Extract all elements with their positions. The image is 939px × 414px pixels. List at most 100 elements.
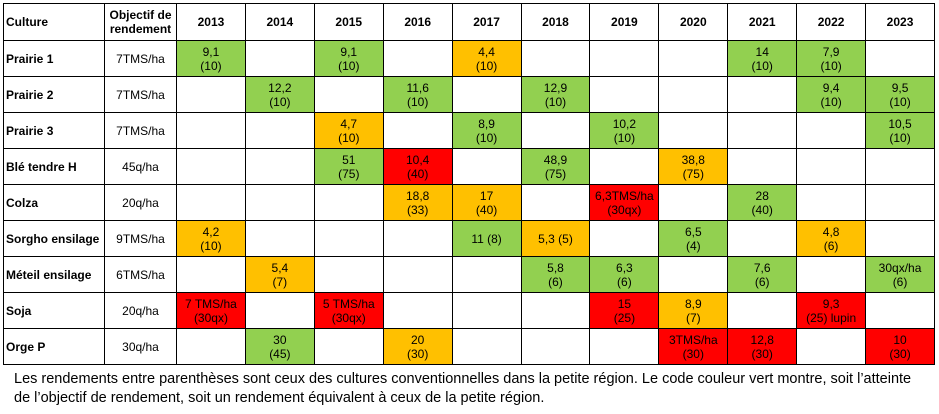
yield-cell xyxy=(313,76,384,113)
yield-text: 12,8 xyxy=(750,332,774,347)
yield-cell: 11,6 (10) xyxy=(382,76,453,113)
yield-text: 9,1 xyxy=(202,44,220,59)
yield-text: 7 TMS/ha xyxy=(185,296,237,311)
yield-text: (30) xyxy=(407,346,429,361)
yield-cell xyxy=(865,148,935,185)
objective-cell: 7TMS/ha xyxy=(104,40,177,77)
yield-cell: 30qx/ha (6) xyxy=(865,256,935,293)
row: Colza 20q/ha 18,8 (33) 17 (40) 6,3TMS/ha (30qx)… xyxy=(3,184,935,221)
yield-text: (6) xyxy=(754,274,770,289)
yield-cell: 28 (40) xyxy=(727,184,798,221)
yield-text: 51 xyxy=(342,152,356,167)
yield-cell xyxy=(589,148,660,185)
row: Prairie 3 7TMS/ha 4,7 (10) 8,9 (10) 10,2 (10) 10… xyxy=(3,112,935,149)
objective-cell: 30q/ha xyxy=(104,328,177,365)
yield-cell xyxy=(796,184,867,221)
objective-cell: 20q/ha xyxy=(104,184,177,221)
header-cell: Objectif de rendement xyxy=(104,3,177,41)
yield-text: (10) xyxy=(338,130,360,145)
yield-text: (10) xyxy=(613,130,636,145)
yield-cell xyxy=(313,184,384,221)
header-cell: 2013 xyxy=(176,3,246,41)
yield-text: (75) xyxy=(682,166,704,181)
yield-cell xyxy=(658,76,729,113)
yield-cell xyxy=(796,328,867,365)
yield-text: 48,9 xyxy=(543,152,568,167)
yield-text: 10,4 xyxy=(405,152,430,167)
yield-cell xyxy=(244,292,315,329)
yield-cell: 10,4 (40) xyxy=(382,148,453,185)
header-cell: 2015 xyxy=(313,3,384,41)
yield-cell xyxy=(658,40,729,77)
yield-text: 6,3 xyxy=(616,260,633,275)
yield-cell: 9,1 (10) xyxy=(313,40,384,77)
yield-text: 18,8 xyxy=(405,188,430,203)
row: Soja 20q/ha 7 TMS/ha (30qx) 5 TMS/ha (30qx) 15… xyxy=(3,292,935,329)
culture-cell: Prairie 3 xyxy=(3,112,105,149)
yield-cell xyxy=(176,256,246,293)
yield-text: (10) xyxy=(200,58,222,73)
objective-cell: 7TMS/ha xyxy=(104,112,177,149)
header-cell: 2014 xyxy=(244,3,315,41)
yield-cell xyxy=(244,40,315,77)
header-cell: 2017 xyxy=(451,3,522,41)
yield-cell xyxy=(520,184,591,221)
row: Prairie 2 7TMS/ha 12,2 (10) 11,6 (10) 12,9 (10)… xyxy=(3,76,935,113)
yield-text: (40) xyxy=(475,202,498,217)
yield-text: 10,2 xyxy=(612,116,637,131)
header-cell: 2021 xyxy=(727,3,798,41)
yield-cell xyxy=(520,40,591,77)
yield-text: 12,9 xyxy=(543,80,568,95)
yield-cell xyxy=(176,328,246,365)
yield-cell: 6,3 (6) xyxy=(589,256,660,293)
yield-cell xyxy=(589,76,660,113)
yield-text: (10) xyxy=(820,94,842,109)
yield-table: Culture Objectif de rendement 2013 2014 2015… xyxy=(3,3,935,365)
yield-text: 17 xyxy=(479,188,494,203)
yield-text: (25) lupin xyxy=(806,310,857,325)
yield-cell: 14 (10) xyxy=(727,40,798,77)
yield-text: (10) xyxy=(475,58,498,73)
yield-cell xyxy=(727,112,798,149)
culture-cell: Prairie 2 xyxy=(3,76,105,113)
yield-cell xyxy=(382,40,453,77)
yield-cell: 5,3 (5) xyxy=(520,220,591,257)
yield-cell: 38,8 (75) xyxy=(658,148,729,185)
yield-text: 38,8 xyxy=(681,152,705,167)
objective-cell: 9TMS/ha xyxy=(104,220,177,257)
yield-cell: 10,2 (10) xyxy=(589,112,660,149)
yield-cell xyxy=(520,112,591,149)
yield-text: 14 xyxy=(755,44,769,59)
yield-cell: 8,9 (10) xyxy=(451,112,522,149)
yield-cell: 48,9 (75) xyxy=(520,148,591,185)
yield-text: (6) xyxy=(617,274,632,289)
yield-cell xyxy=(865,40,935,77)
yield-cell xyxy=(520,328,591,365)
objective-cell: 45q/ha xyxy=(104,148,177,185)
yield-text: (40) xyxy=(407,166,429,181)
row: Blé tendre H 45q/ha 51 (75) 10,4 (40) 48,9 (75)… xyxy=(3,148,935,185)
yield-cell: 9,1 (10) xyxy=(176,40,246,77)
header-row: Culture Objectif de rendement 2013 2014 2015… xyxy=(3,3,935,41)
yield-cell: 51 (75) xyxy=(313,148,384,185)
yield-cell xyxy=(244,220,315,257)
yield-cell xyxy=(382,256,453,293)
yield-cell xyxy=(382,292,453,329)
yield-cell: 5,8 (6) xyxy=(520,256,591,293)
yield-text: 9,3 xyxy=(822,296,840,311)
objective-cell: 7TMS/ha xyxy=(104,76,177,113)
yield-cell xyxy=(796,256,867,293)
header-cell: 2019 xyxy=(589,3,660,41)
yield-cell xyxy=(451,76,522,113)
culture-cell: Sorgho ensilage xyxy=(3,220,105,257)
header-cell: 2016 xyxy=(382,3,453,41)
yield-text: (10) xyxy=(269,94,291,109)
yield-cell: 7,6 (6) xyxy=(727,256,798,293)
yield-cell xyxy=(727,76,798,113)
yield-cell: 5 TMS/ha (30qx) xyxy=(313,292,384,329)
yield-cell: 9,4 (10) xyxy=(796,76,867,113)
yield-text: (30qx) xyxy=(193,310,228,325)
culture-cell: Prairie 1 xyxy=(3,40,105,77)
yield-cell xyxy=(176,112,246,149)
yield-text: 7,6 xyxy=(753,260,771,275)
